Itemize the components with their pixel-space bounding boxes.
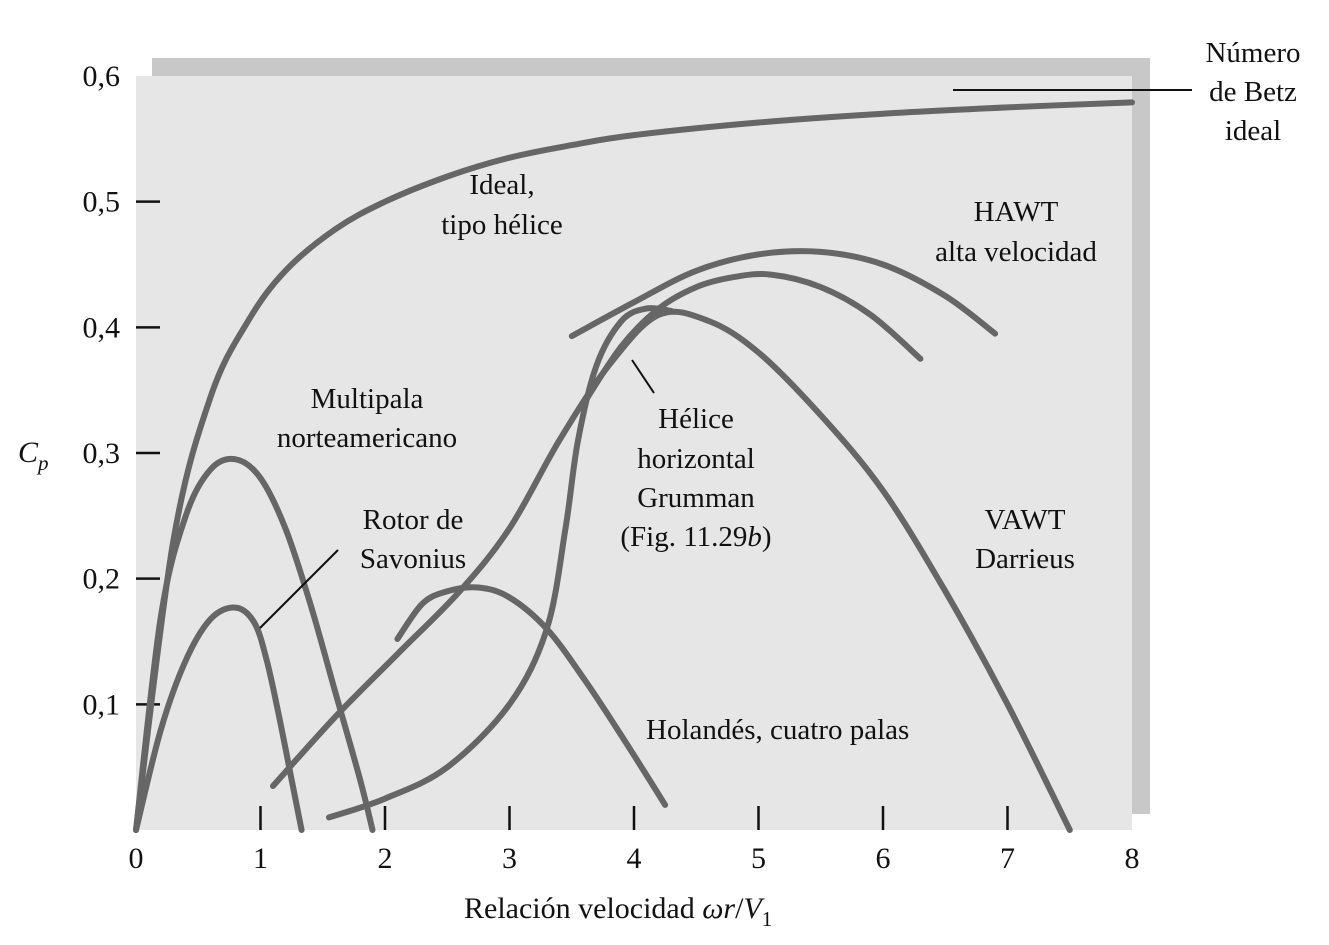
x-tick-label-8: 8 (1125, 842, 1140, 875)
vawt-label: VAWT Darrieus (975, 504, 1075, 575)
vawt-label-line-1: VAWT (985, 504, 1066, 536)
y-axis-title: Cp (18, 436, 49, 475)
multipala-label: Multipala norteamericano (277, 383, 457, 454)
hawt-label-line-2: alta velocidad (935, 236, 1097, 268)
x-tick-label-0: 0 (129, 842, 144, 875)
grumman-label-line-3: Grumman (637, 482, 755, 514)
betz-label-line-2: de Betz (1209, 76, 1297, 108)
ticks-layer: 0 1 2 3 4 5 6 7 8 0,1 0,2 0,3 0,4 0,5 0,6 (83, 60, 1140, 875)
x-tick-label-3: 3 (502, 842, 517, 875)
x-tick-label-1: 1 (253, 842, 268, 875)
x-tick-label-7: 7 (1000, 842, 1015, 875)
x-tick-label-6: 6 (876, 842, 891, 875)
curve-savonius (133, 604, 305, 833)
curve-holandes (394, 584, 669, 808)
y-tick-label-0,1: 0,1 (83, 688, 121, 721)
x-axis-title: Relación velocidad ωr/V1 (464, 892, 772, 931)
grumman-label-line-4: (Fig. 11.29b) (620, 521, 771, 553)
curve-hawt-a (568, 248, 999, 340)
ideal-label-line-2: tipo hélice (441, 209, 563, 241)
hawt-label: HAWT alta velocidad (935, 196, 1097, 268)
y-tick-label-0,4: 0,4 (83, 311, 121, 344)
curve-hawt-b (581, 270, 924, 406)
x-tick-label-5: 5 (751, 842, 766, 875)
vawt-label-line-2: Darrieus (975, 543, 1075, 575)
multipala-label-line-1: Multipala (311, 383, 424, 415)
curve-ideal (133, 99, 1135, 833)
holandes-label: Holandés, cuatro palas (646, 714, 909, 746)
y-tick-label-0,5: 0,5 (83, 186, 121, 219)
ideal-label: Ideal, tipo hélice (441, 169, 563, 241)
grumman-label-fig-letter: b (747, 521, 762, 553)
hawt-label-line-1: HAWT (974, 196, 1059, 228)
grumman-label-line-1: Hélice (658, 403, 734, 435)
curves-layer (133, 99, 1135, 833)
savonius-leader-line (259, 549, 339, 629)
y-tick-label-0,3: 0,3 (83, 437, 121, 470)
betz-label-line-1: Número (1205, 37, 1300, 69)
grumman-label: Hélice horizontal Grumman (Fig. 11.29b) (620, 403, 771, 553)
grumman-label-line-2: horizontal (637, 443, 755, 475)
savonius-label-line-2: Savonius (360, 543, 466, 575)
y-tick-label-0,6: 0,6 (83, 60, 121, 93)
betz-label: Número de Betz ideal (1205, 37, 1300, 147)
y-tick-label-0,2: 0,2 (83, 563, 121, 596)
multipala-label-line-2: norteamericano (277, 422, 457, 454)
betz-label-line-3: ideal (1225, 115, 1281, 147)
ideal-label-line-1: Ideal, (469, 169, 534, 201)
curve-grumman (326, 305, 675, 821)
x-tick-label-2: 2 (378, 842, 393, 875)
grumman-label-fig-ref: (Fig. 11.29 (620, 521, 747, 553)
x-tick-label-4: 4 (627, 842, 642, 875)
savonius-label-line-1: Rotor de (363, 504, 464, 536)
grumman-label-fig-close: ) (762, 521, 772, 553)
plot-area (136, 76, 1132, 830)
grumman-leader-line (631, 359, 655, 394)
savonius-label: Rotor de Savonius (360, 504, 466, 575)
curve-vawt (270, 308, 1073, 833)
